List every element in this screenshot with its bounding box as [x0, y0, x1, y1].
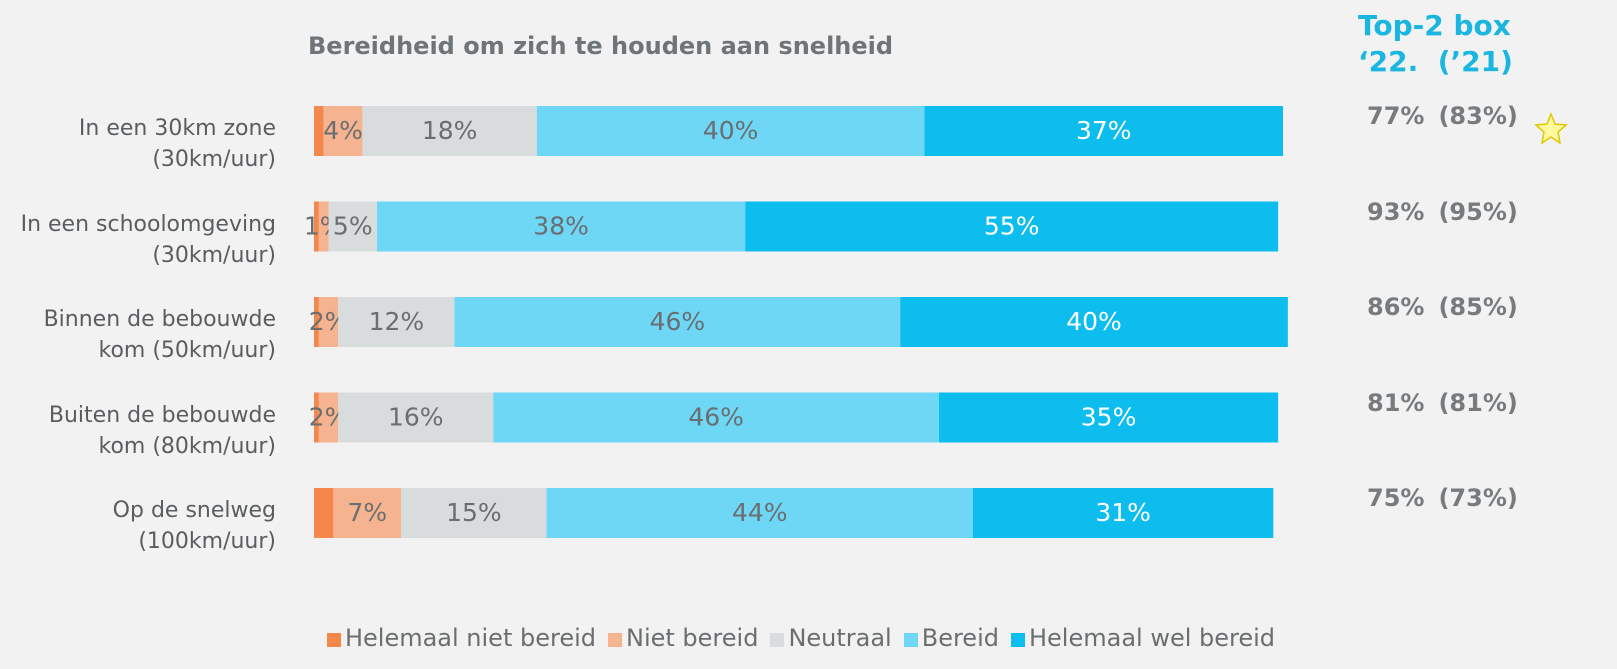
- legend-item: Niet bereid: [608, 624, 758, 652]
- category-label: Op de snelweg (100km/uur): [112, 498, 276, 554]
- legend-swatch: [1010, 633, 1025, 647]
- bar-segment: [318, 297, 339, 347]
- top2-header: Top-2 box ‘22. (’21): [1358, 9, 1513, 78]
- top2-previous: (73%): [1438, 484, 1518, 512]
- bar-segment: [333, 488, 402, 538]
- top2-previous: (83%): [1438, 102, 1518, 130]
- data-label: 15%: [446, 498, 502, 527]
- data-label: 55%: [984, 212, 1040, 241]
- category-label: Binnen de bebouwde kom (50km/uur): [43, 307, 276, 363]
- bar-segment: [972, 488, 1274, 538]
- bar-segment: [401, 488, 547, 538]
- data-label: 38%: [533, 212, 589, 241]
- bar-segment: [323, 106, 363, 156]
- bar-segment: [314, 392, 319, 443]
- category-label: In een 30km zone (30km/uur): [78, 116, 276, 172]
- legend: Helemaal niet bereid Niet bereid Neutraal B…: [0, 624, 1602, 652]
- top2-value: 81% (81%): [1367, 389, 1532, 417]
- data-label: 46%: [650, 307, 706, 336]
- data-label: 16%: [388, 403, 444, 432]
- top2-current: 86%: [1367, 293, 1425, 321]
- chart-title: Bereidheid om zich te houden aan snelhei…: [308, 32, 894, 60]
- bar-segment: [745, 201, 1279, 252]
- top2-current: 75%: [1367, 484, 1425, 512]
- data-label: 5%: [333, 212, 373, 241]
- category-label: Buiten de bebouwde kom (80km/uur): [48, 402, 276, 459]
- data-label: 35%: [1081, 403, 1137, 432]
- legend-label: Helemaal wel bereid: [1028, 624, 1276, 652]
- bar-segment: [338, 392, 494, 443]
- bar-segment: [362, 106, 537, 156]
- legend-label: Helemaal niet bereid: [344, 624, 596, 652]
- top2-current: 81%: [1367, 388, 1425, 417]
- bar-segment: [900, 297, 1288, 347]
- data-label: 4%: [323, 116, 363, 145]
- legend-item: Helemaal wel bereid: [1010, 624, 1276, 652]
- data-label: 44%: [732, 498, 788, 527]
- legend-label: Bereid: [921, 624, 999, 652]
- top2-previous: (95%): [1438, 197, 1518, 226]
- bar-segment: [328, 201, 377, 252]
- legend-swatch: [903, 633, 918, 647]
- data-label: 37%: [1076, 116, 1132, 145]
- legend-swatch: [770, 633, 785, 647]
- data-label: 7%: [347, 498, 387, 527]
- data-label: 31%: [1095, 498, 1151, 527]
- top2-value: 93% (95%): [1367, 198, 1532, 226]
- bar-segment: [314, 297, 319, 347]
- data-label: 46%: [688, 403, 744, 432]
- bar-segment: [493, 392, 940, 443]
- data-label: 40%: [703, 116, 759, 145]
- star-icon: [1534, 111, 1568, 145]
- bar-segment: [924, 106, 1283, 156]
- legend-item: Bereid: [903, 624, 999, 652]
- legend-item: Neutraal: [770, 624, 892, 652]
- legend-swatch: [326, 633, 341, 647]
- top2-value: 77% (83%): [1367, 102, 1532, 130]
- bar-segment: [318, 201, 329, 252]
- bar-segment: [314, 488, 334, 538]
- bar-segment: [314, 106, 324, 156]
- bar-segment: [536, 106, 925, 156]
- legend-item: Helemaal niet bereid: [326, 624, 596, 652]
- bar-segment: [318, 392, 339, 443]
- legend-label: Niet bereid: [626, 624, 759, 652]
- top2-previous: (81%): [1438, 388, 1518, 417]
- category-label: In een schoolomgeving (30km/uur): [20, 211, 276, 268]
- bar-segment: [314, 201, 319, 252]
- bar-segment: [546, 488, 973, 538]
- top2-previous: (85%): [1438, 293, 1518, 321]
- bar-segment: [939, 392, 1279, 443]
- data-label: 18%: [422, 116, 478, 145]
- top2-current: 77%: [1367, 102, 1425, 130]
- bar-segment: [338, 297, 455, 347]
- top2-current: 93%: [1367, 197, 1425, 226]
- legend-label: Neutraal: [788, 624, 892, 652]
- legend-swatch: [608, 633, 622, 647]
- bar-segment: [454, 297, 901, 347]
- data-label: 12%: [369, 307, 425, 336]
- data-label: 40%: [1066, 307, 1122, 336]
- bar-segment: [376, 201, 746, 252]
- top2-value: 75% (73%): [1367, 484, 1532, 512]
- top2-value: 86% (85%): [1367, 293, 1532, 321]
